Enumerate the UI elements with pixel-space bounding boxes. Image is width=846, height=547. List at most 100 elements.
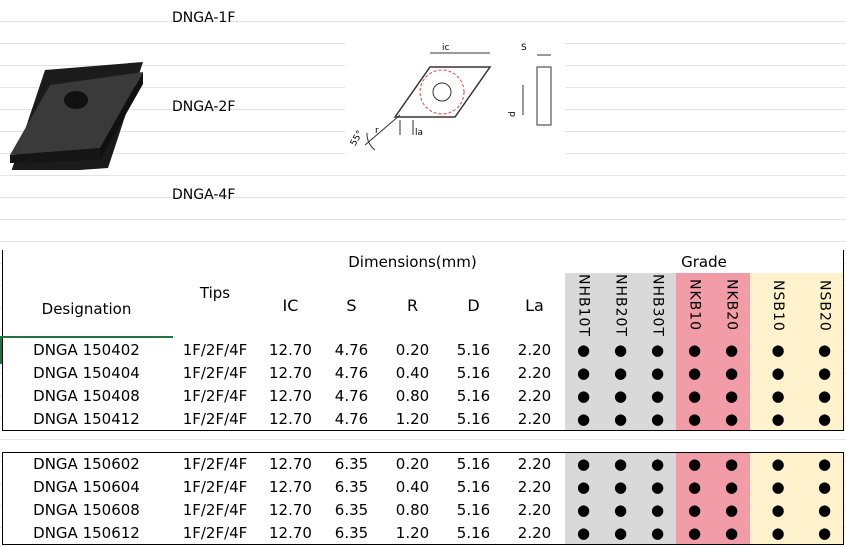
table-cell: 5.16	[443, 498, 505, 522]
table-cell: 5.16	[443, 475, 505, 499]
grade-dot: ●	[602, 407, 640, 431]
grade-dot: ●	[602, 521, 640, 545]
label: DNGA-4F	[172, 187, 236, 203]
grade-dot: ●	[639, 498, 677, 522]
grade-dot: ●	[676, 498, 714, 522]
table-cell: 1.20	[382, 407, 444, 431]
header-cell: R	[382, 273, 444, 339]
insert-image	[10, 62, 143, 170]
table-cell: 1F/2F/4F	[170, 361, 261, 385]
table-cell: 4.76	[321, 407, 383, 431]
grade-dot: ●	[713, 407, 751, 431]
table-cell: 12.70	[260, 384, 322, 408]
table-cell: 5.16	[443, 361, 505, 385]
table-cell: 12.70	[260, 475, 322, 499]
grade-header: NKB20	[713, 273, 751, 339]
table-cell: 5.16	[443, 338, 505, 362]
grade-dot: ●	[713, 475, 751, 499]
dim-label: S	[521, 43, 527, 53]
dim-label: r	[375, 126, 379, 136]
grade-dot: ●	[713, 498, 751, 522]
table-cell: 6.35	[321, 521, 383, 545]
grade-dot: ●	[639, 407, 677, 431]
table-cell: 6.35	[321, 498, 383, 522]
grade-header: NSB20	[806, 273, 844, 339]
table-cell: 1F/2F/4F	[170, 498, 261, 522]
table-cell: 2.20	[504, 407, 566, 431]
grade-dot: ●	[676, 407, 714, 431]
table-cell: 12.70	[260, 498, 322, 522]
table-cell: 12.70	[260, 452, 322, 476]
grade-dot: ●	[806, 384, 844, 408]
table-cell: 2.20	[504, 452, 566, 476]
grade-dot: ●	[565, 452, 603, 476]
grade-dot: ●	[639, 338, 677, 362]
table-cell: 4.76	[321, 384, 383, 408]
grade-header: NHB20T	[602, 273, 640, 339]
grade-dot: ●	[639, 361, 677, 385]
grade-dot: ●	[602, 338, 640, 362]
table-cell: 1F/2F/4F	[170, 384, 261, 408]
grade-dot: ●	[806, 475, 844, 499]
designation: DNGA 150404	[2, 361, 171, 385]
table-cell: 1F/2F/4F	[170, 338, 261, 362]
grade-dot: ●	[676, 338, 714, 362]
table-cell: 0.80	[382, 384, 444, 408]
table-cell: 1.20	[382, 521, 444, 545]
label: DNGA-2F	[172, 99, 236, 115]
designation: DNGA 150602	[2, 452, 171, 476]
grade-dot: ●	[750, 475, 807, 499]
table-cell: 2.20	[504, 361, 566, 385]
grade-dot: ●	[565, 475, 603, 499]
dim-label: la	[415, 128, 423, 138]
grade-dot: ●	[565, 521, 603, 545]
header-cell: Dimensions(mm)	[260, 250, 566, 274]
grade-dot: ●	[806, 361, 844, 385]
table-cell: 6.35	[321, 452, 383, 476]
header-cell: Grade	[565, 250, 844, 274]
grade-dot: ●	[565, 498, 603, 522]
grade-header: NSB10	[750, 273, 807, 339]
grade-dot: ●	[713, 361, 751, 385]
grade-dot: ●	[676, 475, 714, 499]
table-cell: 2.20	[504, 475, 566, 499]
grade-dot: ●	[713, 521, 751, 545]
grade-dot: ●	[750, 407, 807, 431]
table-cell: 0.40	[382, 361, 444, 385]
table-cell: 0.40	[382, 475, 444, 499]
grade-dot: ●	[676, 452, 714, 476]
designation: DNGA 150608	[2, 498, 171, 522]
table-cell: 1F/2F/4F	[170, 475, 261, 499]
grade-dot: ●	[639, 475, 677, 499]
grade-dot: ●	[639, 384, 677, 408]
grade-dot: ●	[750, 452, 807, 476]
grade-dot: ●	[713, 452, 751, 476]
grade-dot: ●	[602, 452, 640, 476]
grade-header: NHB30T	[639, 273, 677, 339]
grade-dot: ●	[676, 521, 714, 545]
dim-label: ic	[442, 43, 450, 53]
table-cell: 1F/2F/4F	[170, 407, 261, 431]
table-cell: 5.16	[443, 521, 505, 545]
table-cell: 2.20	[504, 521, 566, 545]
grade-dot: ●	[676, 361, 714, 385]
table-cell: 5.16	[443, 452, 505, 476]
grade-dot: ●	[565, 384, 603, 408]
table-cell: 2.20	[504, 338, 566, 362]
header-cell: S	[321, 273, 383, 339]
grade-dot: ●	[806, 338, 844, 362]
dim-label: d	[508, 111, 518, 117]
table-cell: 12.70	[260, 407, 322, 431]
grade-dot: ●	[750, 361, 807, 385]
designation: DNGA 150612	[2, 521, 171, 545]
table-cell: 2.20	[504, 384, 566, 408]
table-cell: 12.70	[260, 521, 322, 545]
table-cell: 2.20	[504, 498, 566, 522]
grade-dot: ●	[639, 521, 677, 545]
table-cell: 12.70	[260, 361, 322, 385]
grade-dot: ●	[565, 407, 603, 431]
grade-dot: ●	[750, 521, 807, 545]
header-cell: La	[504, 273, 566, 339]
table-cell: 0.20	[382, 452, 444, 476]
